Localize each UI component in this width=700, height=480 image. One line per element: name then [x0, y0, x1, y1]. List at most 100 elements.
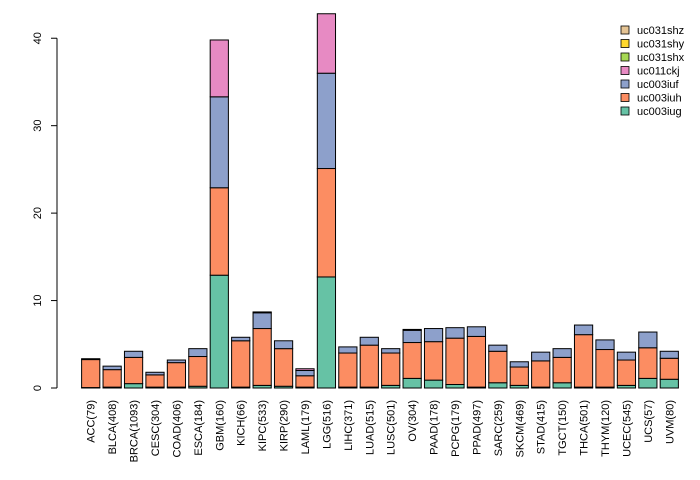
y-tick-label: 10	[32, 294, 44, 306]
x-tick-label: ESCA(184)	[193, 400, 205, 456]
bar-segment-uc003iuh	[102, 369, 122, 388]
bar-segment-uc003iuh	[638, 347, 658, 379]
bar-segment-uc003iuf	[273, 340, 294, 350]
legend-label: uc031shz	[637, 25, 684, 37]
bar-segment-uc003iuf	[402, 329, 422, 344]
y-tick-label: 20	[32, 207, 44, 219]
x-tick-label: KIRP(290)	[279, 400, 291, 451]
bar-segment-uc003iuh	[316, 168, 337, 278]
legend-swatch	[620, 93, 630, 102]
bar-segment-uc003iuf	[445, 327, 465, 339]
bar-segment-uc011ckj	[316, 13, 337, 74]
legend-swatch	[620, 52, 630, 62]
bar-segment-uc003iuh	[573, 334, 594, 388]
bar-segment-uc003iug	[445, 384, 465, 389]
bar-segment-uc003iuh	[595, 349, 615, 388]
bar-segment-uc003iuf	[466, 326, 487, 337]
legend-swatch	[620, 66, 630, 75]
y-axis: 0 10 20 30 40	[32, 32, 58, 391]
bar-segment-uc003iuf	[573, 324, 594, 336]
x-tick-label: UVM(80)	[664, 400, 676, 444]
bar-segment-uc003iuf	[595, 339, 615, 351]
bar-segment-uc003iuf	[209, 96, 229, 189]
legend-label: uc003iuf	[637, 79, 680, 91]
bar-segment-uc003iuh	[338, 352, 358, 388]
bar-segment-uc003iuh	[123, 356, 144, 385]
bar-segment-uc003iuh	[381, 352, 401, 386]
bar-segment-uc003iuf	[102, 365, 122, 371]
bars-layer	[81, 13, 679, 389]
x-tick-label: UCS(57)	[643, 400, 655, 443]
bar-segment-uc003iuh	[188, 356, 208, 387]
bar-segment-uc003iuh	[81, 359, 101, 389]
legend-swatch	[620, 79, 630, 89]
bar-segment-uc003iuf	[638, 331, 658, 349]
legend-label: uc003iug	[637, 106, 682, 118]
bar-segment-uc003iug	[316, 276, 337, 389]
bar-segment-uc003iuh	[616, 359, 637, 386]
bar-segment-uc003iuf	[123, 350, 144, 358]
x-tick-label: LIHC(371)	[343, 400, 355, 451]
bar-segment-uc003iuh	[466, 335, 487, 388]
x-tick-label: STAD(415)	[536, 400, 548, 454]
bar-segment-uc003iuh	[295, 375, 315, 388]
x-tick-label: COAD(406)	[171, 400, 183, 457]
x-tick-label: OV(304)	[407, 400, 419, 442]
x-tick-label: PAAD(178)	[429, 400, 441, 455]
bar-segment-uc003iuh	[552, 356, 572, 384]
bar-segment-uc003iug	[488, 382, 508, 389]
x-tick-label: KIPC(533)	[257, 400, 269, 451]
x-tick-label: BRCA(1093)	[129, 400, 141, 462]
bar-segment-uc011ckj	[209, 39, 229, 98]
bar-segment-uc003iuf	[616, 351, 637, 361]
bar-segment-uc003iuf	[252, 312, 272, 330]
legend-label: uc003iuh	[637, 93, 682, 105]
bar-segment-uc003iuf	[359, 336, 379, 346]
bar-segment-uc003iuh	[488, 350, 508, 384]
bar-segment-uc003iuh	[166, 362, 187, 388]
x-tick-label: PCPG(179)	[450, 400, 462, 457]
bar-segment-uc003iuf	[552, 348, 572, 358]
x-tick-label: CESC(304)	[150, 400, 162, 456]
legend-label: uc011ckj	[637, 66, 680, 78]
bar-segment-uc003iuf	[295, 370, 315, 377]
y-tick-label: 0	[32, 385, 44, 391]
x-tick-label: PPAD(497)	[471, 400, 483, 455]
y-tick-label: 40	[32, 32, 44, 44]
bar-segment-uc003iuh	[509, 366, 529, 386]
bar-segment-uc003iuf	[231, 336, 251, 342]
bar-segment-uc003iug	[423, 379, 444, 389]
bar-segment-uc003iuh	[209, 187, 229, 276]
bar-segment-uc003iug	[659, 378, 679, 389]
x-tick-label: THCA(501)	[579, 400, 591, 456]
x-tick-label: ACC(79)	[86, 400, 98, 443]
x-tick-label: UCEC(545)	[621, 400, 633, 457]
bar-segment-uc003iuh	[445, 337, 465, 386]
bar-segment-uc003iuh	[659, 357, 679, 380]
x-tick-label: GBM(160)	[214, 400, 226, 451]
x-tick-label: LUSC(501)	[386, 400, 398, 455]
y-tick-label: 30	[32, 120, 44, 132]
bar-segment-uc003iug	[638, 377, 658, 389]
bar-segment-uc003iuf	[381, 348, 401, 354]
bar-segment-uc011ckj	[402, 328, 422, 331]
x-tick-label: SKCM(469)	[514, 400, 526, 457]
legend-label: uc031shy	[637, 39, 685, 51]
bar-segment-uc003iug	[209, 274, 229, 389]
bar-segment-uc003iuf	[423, 328, 444, 343]
legend-swatch	[620, 106, 630, 116]
legend-swatch	[620, 39, 630, 48]
x-tick-label: LAML(179)	[300, 400, 312, 454]
bar-segment-uc003iuh	[402, 342, 422, 379]
bar-segment-uc003iuh	[231, 340, 251, 388]
bar-segment-uc003iuf	[316, 72, 337, 170]
bar-segment-uc003iug	[552, 382, 572, 389]
bar-segment-uc003iuf	[145, 371, 165, 376]
bar-segment-uc003iuf	[659, 350, 679, 359]
bar-segment-uc003iuf	[166, 359, 187, 364]
bar-segment-uc003iuf	[338, 346, 358, 354]
bar-segment-uc011ckj	[295, 368, 315, 372]
x-tick-label: THYM(120)	[600, 400, 612, 457]
